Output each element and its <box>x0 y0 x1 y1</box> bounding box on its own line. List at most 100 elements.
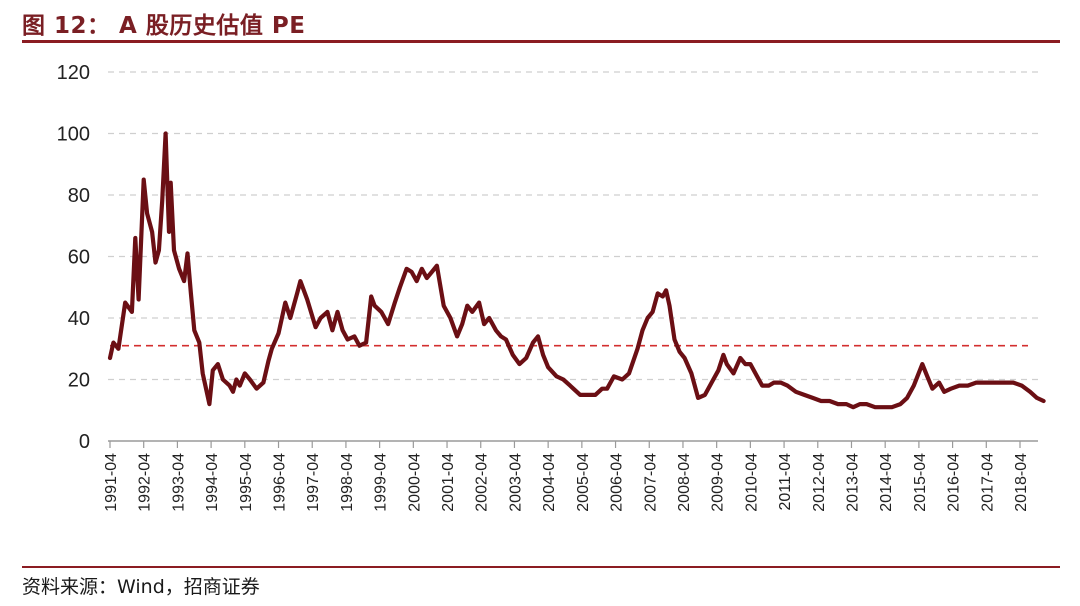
data-point <box>767 384 771 387</box>
data-point <box>627 372 631 375</box>
data-point <box>937 381 941 384</box>
data-point <box>267 359 270 363</box>
data-point <box>828 399 831 403</box>
x-tick-label: 2008-04 <box>676 453 693 512</box>
data-point <box>1028 390 1032 393</box>
data-point <box>373 304 376 307</box>
data-point <box>890 406 894 409</box>
data-point <box>912 384 915 387</box>
data-point <box>739 356 742 360</box>
data-point <box>717 369 720 372</box>
x-tick-label: 2001-04 <box>440 453 457 512</box>
data-point <box>326 310 329 314</box>
y-tick-label: 0 <box>79 431 90 453</box>
x-tick-label: 2006-04 <box>609 453 626 512</box>
data-point <box>518 362 521 366</box>
data-point <box>683 356 686 360</box>
data-point <box>336 310 339 314</box>
data-point <box>370 295 373 298</box>
x-tick-label: 1997-04 <box>305 453 322 512</box>
data-point <box>455 335 459 338</box>
y-tick-label: 120 <box>57 62 90 84</box>
data-point <box>1035 396 1039 400</box>
data-point <box>836 402 840 406</box>
x-tick-label: 2016-04 <box>946 453 963 512</box>
x-tick-label: 1999-04 <box>373 453 390 512</box>
data-point <box>216 362 220 366</box>
data-point <box>270 347 273 350</box>
data-point <box>531 341 535 344</box>
top-divider <box>22 40 1060 43</box>
x-tick-label: 2018-04 <box>1013 453 1030 512</box>
data-point <box>761 384 764 387</box>
data-point <box>646 316 649 320</box>
data-point <box>1020 384 1023 387</box>
data-point <box>161 200 164 203</box>
data-point <box>865 402 868 406</box>
data-point <box>231 390 235 393</box>
data-point <box>536 335 540 338</box>
figure-title: 图 12： A 股历史估值 PE <box>22 13 306 39</box>
data-point <box>134 236 137 240</box>
data-point <box>525 356 528 360</box>
data-point <box>600 387 604 390</box>
data-point <box>690 372 693 375</box>
x-tick-label: 2007-04 <box>642 453 659 512</box>
data-point <box>112 341 115 344</box>
data-point <box>319 316 322 320</box>
data-point <box>722 353 725 357</box>
data-point <box>664 289 668 292</box>
data-point <box>605 387 609 390</box>
data-point <box>262 381 265 384</box>
data-point <box>108 356 112 360</box>
data-point <box>966 384 969 387</box>
x-tick-label: 2000-04 <box>406 453 423 512</box>
data-point <box>189 292 193 295</box>
data-point <box>117 347 120 350</box>
data-point <box>696 396 700 400</box>
series-line-pe <box>107 131 1046 410</box>
data-point <box>172 249 176 252</box>
data-point <box>504 338 508 341</box>
x-tick-label: 2003-04 <box>507 453 524 512</box>
data-point <box>926 375 929 378</box>
data-point <box>852 406 855 409</box>
source-note: 资料来源：Wind，招商证券 <box>22 576 260 598</box>
x-tick-label: 2005-04 <box>575 453 592 512</box>
data-point <box>124 301 127 304</box>
y-tick-label: 20 <box>68 370 90 392</box>
x-tick-label: 2002-04 <box>474 453 491 512</box>
data-point <box>277 332 280 335</box>
data-point <box>137 298 140 301</box>
data-point <box>725 362 728 366</box>
data-point <box>562 378 565 381</box>
x-tick-label: 2004-04 <box>541 453 558 512</box>
data-point <box>358 344 361 347</box>
data-point <box>198 341 201 344</box>
x-tick-label: 2014-04 <box>878 453 895 512</box>
data-point <box>154 261 157 264</box>
data-point <box>415 279 418 283</box>
data-point <box>193 329 196 332</box>
x-tick-label: 2009-04 <box>710 453 727 512</box>
y-tick-label: 60 <box>68 247 90 269</box>
data-point <box>430 270 434 274</box>
data-point <box>899 402 902 406</box>
data-point <box>958 384 961 387</box>
data-point <box>169 181 172 184</box>
data-point <box>442 304 445 307</box>
data-point <box>380 310 383 314</box>
data-point <box>449 316 452 320</box>
data-point <box>461 322 464 326</box>
series-layer <box>107 131 1046 410</box>
data-point <box>943 390 946 393</box>
data-point <box>221 378 225 381</box>
data-point <box>661 295 664 298</box>
data-point <box>541 353 545 357</box>
data-point <box>243 372 246 375</box>
data-point <box>579 393 582 397</box>
data-point <box>306 298 309 301</box>
data-point <box>211 369 214 372</box>
data-point <box>235 378 238 381</box>
